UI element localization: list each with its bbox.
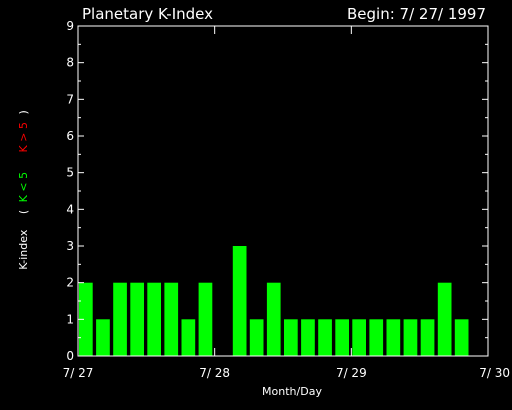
chart-title: Planetary K-Index [82, 5, 213, 23]
y-tick-label: 7 [66, 92, 74, 106]
y-axis-label-close-paren: ) [17, 110, 30, 114]
begin-date-label: Begin: 7/ 27/ 1997 [347, 5, 486, 23]
k-index-bar [386, 319, 401, 356]
y-axis-label-red: K > 5 [17, 122, 30, 152]
y-axis: 0 1 2 3 4 5 6 7 8 9 [66, 19, 488, 363]
x-axis: 7/ 27 7/ 28 7/ 29 7/ 30 [63, 26, 510, 380]
k-index-bar [96, 319, 110, 356]
y-axis-label-green: K < 5 [17, 172, 30, 202]
k-index-bar [198, 282, 213, 356]
k-index-bar [284, 319, 298, 356]
k-index-bar [301, 319, 315, 356]
x-axis-label: Month/Day [262, 385, 322, 398]
k-index-bar [454, 319, 469, 356]
y-tick-label: 1 [66, 312, 74, 326]
k-index-bar [352, 319, 366, 356]
x-tick-label: 7/ 30 [479, 366, 510, 380]
y-tick-label: 2 [66, 276, 74, 290]
x-tick-label: 7/ 28 [199, 366, 230, 380]
k-index-bar [79, 282, 93, 356]
y-tick-label: 9 [66, 19, 74, 33]
y-axis-label-open-paren: ( [17, 210, 30, 214]
k-index-bar [403, 319, 418, 356]
k-index-bar [249, 319, 264, 356]
k-index-bar [232, 246, 247, 356]
y-axis-label: K-index ( K < 5 K > 5 ) [17, 110, 30, 270]
k-index-bar [369, 319, 384, 356]
y-tick-label: 6 [66, 129, 74, 143]
k-index-bar [335, 319, 349, 356]
y-tick-label: 4 [66, 202, 74, 216]
x-tick-label: 7/ 29 [336, 366, 367, 380]
k-index-bar [164, 282, 179, 356]
bars-group [79, 246, 469, 356]
k-index-bar [130, 282, 144, 356]
k-index-bar [147, 282, 161, 356]
k-index-bar [437, 282, 452, 356]
k-index-bar [113, 282, 127, 356]
y-tick-label: 3 [66, 239, 74, 253]
y-tick-label: 5 [66, 166, 74, 180]
y-tick-label: 8 [66, 56, 74, 70]
k-index-bar [420, 319, 435, 356]
y-tick-label: 0 [66, 349, 74, 363]
k-index-bar [181, 319, 196, 356]
k-index-bar [318, 319, 332, 356]
y-axis-label-prefix: K-index [17, 229, 30, 270]
x-tick-label: 7/ 27 [63, 366, 94, 380]
k-index-bar [266, 282, 281, 356]
